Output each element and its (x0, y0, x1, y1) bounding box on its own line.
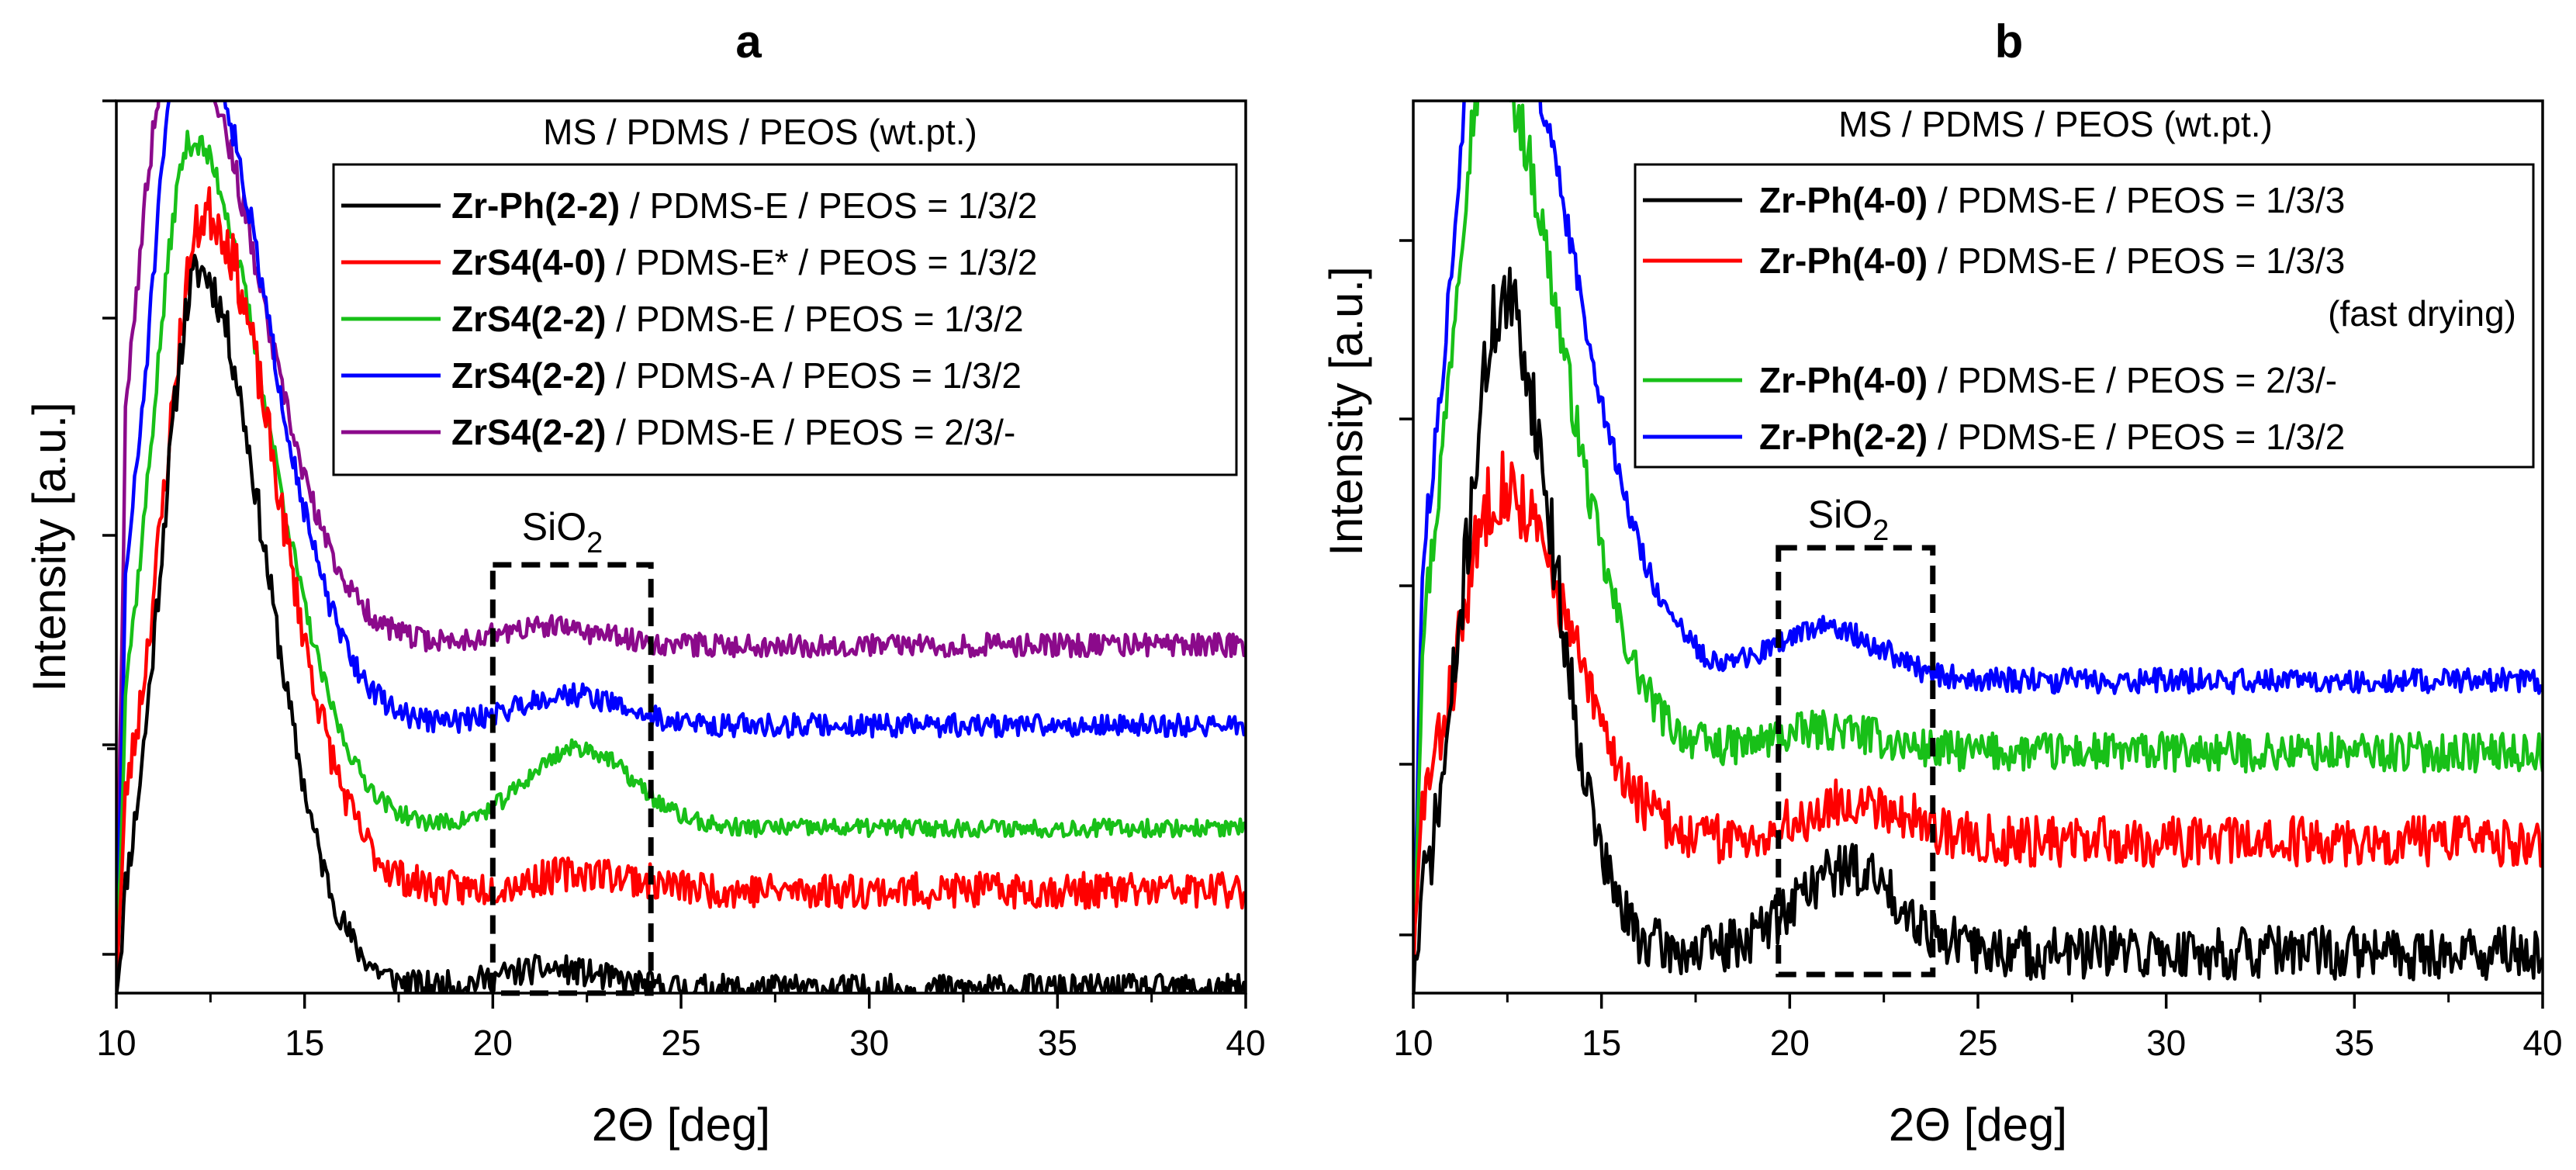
panel-b-sio2-label: SiO2 (1808, 493, 1890, 547)
legend-text: ZrS4(2-2) / PDMS-E / PEOS = 2/3/- (451, 412, 1015, 452)
x-tick-label: 20 (1770, 1023, 1810, 1063)
legend-bold: Zr-Ph(4-0) (1759, 241, 1928, 281)
series-line (1413, 266, 2543, 993)
x-tick-label: 35 (2335, 1023, 2374, 1063)
panel-a-sio2-box (489, 562, 654, 996)
panel-b-legend-title: MS / PDMS / PEOS (wt.pt.) (1838, 104, 2273, 144)
x-tick-label: 15 (285, 1023, 324, 1063)
panel-b: b 10 15 20 25 30 35 40 2Θ [deg] Intensity [a.u… (1320, 16, 2563, 1151)
legend-bold: ZrS4(2-2) (451, 299, 606, 339)
legend-bold: ZrS4(2-2) (451, 355, 606, 396)
series-line (116, 101, 1246, 949)
legend-item: Zr-Ph(4-0) / PDMS-E / PEOS = 1/3/3 (1643, 180, 2345, 220)
panel-a-sio2-label-sub: 2 (586, 527, 603, 559)
x-tick-label: 25 (1958, 1023, 1997, 1063)
panel-a-x-label: 2Θ [deg] (592, 1099, 770, 1151)
panel-b-sio2-box (1776, 545, 1936, 978)
legend-item: Zr-Ph(2-2) / PDMS-E / PEOS = 1/3/2 (341, 185, 1037, 226)
panel-b-sio2-label-sub: 2 (1872, 514, 1889, 547)
panel-a-legend: Zr-Ph(2-2) / PDMS-E / PEOS = 1/3/2 ZrS4(… (341, 185, 1037, 452)
legend-item: Zr-Ph(4-0) / PDMS-E / PEOS = 1/3/3 (fast… (1643, 241, 2516, 334)
panel-a-x-axis: 10 15 20 25 30 35 40 (96, 993, 1266, 1063)
panel-a: a 10 15 20 25 30 35 40 2Θ [deg] Intensity [a.u… (23, 16, 1266, 1151)
legend-bold: Zr-Ph(4-0) (1759, 180, 1928, 220)
legend-rest: / PDMS-E / PEOS = 2/3/- (1928, 360, 2337, 400)
legend-text: ZrS4(2-2) / PDMS-E / PEOS = 1/3/2 (451, 299, 1024, 339)
series-line (1413, 450, 2543, 990)
panel-b-sio2-label-main: SiO (1808, 493, 1872, 536)
x-tick-label: 30 (849, 1023, 889, 1063)
legend-rest: / PDMS-E* / PEOS = 1/3/2 (606, 242, 1037, 282)
legend-rest: / PDMS-E / PEOS = 1/3/2 (606, 299, 1023, 339)
legend-text: Zr-Ph(4-0) / PDMS-E / PEOS = 1/3/3 (1759, 241, 2345, 281)
series-line (116, 101, 1246, 964)
x-tick-label: 35 (1038, 1023, 1077, 1063)
legend-item: ZrS4(2-2) / PDMS-E / PEOS = 1/3/2 (341, 299, 1024, 339)
series-line (1413, 101, 2543, 974)
legend-item: ZrS4(4-0) / PDMS-E* / PEOS = 1/3/2 (341, 242, 1037, 282)
legend-rest: / PDMS-E / PEOS = 1/3/2 (620, 185, 1037, 226)
legend-bold: Zr-Ph(2-2) (1759, 417, 1928, 457)
x-tick-label: 10 (96, 1023, 136, 1063)
panel-a-y-axis (102, 99, 116, 956)
legend-text: Zr-Ph(4-0) / PDMS-E / PEOS = 1/3/3 (1759, 180, 2345, 220)
panel-b-y-axis (1399, 239, 1413, 936)
panel-a-label: a (735, 16, 762, 68)
x-tick-label: 20 (473, 1023, 513, 1063)
legend-rest: / PDMS-E / PEOS = 1/3/2 (1928, 417, 2345, 457)
panel-a-legend-title: MS / PDMS / PEOS (wt.pt.) (543, 112, 977, 152)
legend-text: Zr-Ph(2-2) / PDMS-E / PEOS = 1/3/2 (1759, 417, 2345, 457)
panel-a-sio2-label-main: SiO (522, 505, 586, 549)
legend-item: Zr-Ph(4-0) / PDMS-E / PEOS = 2/3/- (1643, 360, 2337, 400)
panel-b-series-group (1413, 101, 2543, 993)
panel-b-legend: Zr-Ph(4-0) / PDMS-E / PEOS = 1/3/3 Zr-Ph… (1643, 180, 2516, 457)
panel-a-y-label: Intensity [a.u.] (23, 402, 75, 692)
legend-text: Zr-Ph(4-0) / PDMS-E / PEOS = 2/3/- (1759, 360, 2337, 400)
legend-item: Zr-Ph(2-2) / PDMS-E / PEOS = 1/3/2 (1643, 417, 2345, 457)
panel-a-sio2-label: SiO2 (522, 505, 603, 559)
panel-b-label: b (1995, 16, 2024, 68)
x-tick-label: 25 (661, 1023, 700, 1063)
panel-b-x-axis: 10 15 20 25 30 35 40 (1393, 993, 2563, 1063)
x-tick-label: 30 (2146, 1023, 2186, 1063)
legend-rest: / PDMS-E / PEOS = 1/3/3 (1928, 180, 2345, 220)
x-tick-label: 40 (2522, 1023, 2562, 1063)
panel-b-legend-box (1634, 163, 2535, 469)
series-line (116, 186, 1246, 988)
legend-rest: / PDMS-E / PEOS = 1/3/3 (1928, 241, 2345, 281)
x-tick-label: 10 (1393, 1023, 1433, 1063)
x-tick-label: 40 (1226, 1023, 1265, 1063)
legend-item: ZrS4(2-2) / PDMS-E / PEOS = 2/3/- (341, 412, 1015, 452)
legend-rest: / PDMS-E / PEOS = 2/3/- (606, 412, 1015, 452)
legend-note: (fast drying) (2328, 293, 2516, 334)
panel-b-x-label: 2Θ [deg] (1889, 1099, 2067, 1151)
legend-item: ZrS4(2-2) / PDMS-A / PEOS = 1/3/2 (341, 355, 1022, 396)
legend-text: ZrS4(4-0) / PDMS-E* / PEOS = 1/3/2 (451, 242, 1037, 282)
panel-b-y-label: Intensity [a.u.] (1320, 266, 1372, 556)
legend-bold: Zr-Ph(2-2) (451, 185, 620, 226)
series-line (116, 130, 1246, 974)
series-line (1413, 101, 2543, 962)
legend-text: ZrS4(2-2) / PDMS-A / PEOS = 1/3/2 (451, 355, 1022, 396)
panel-a-legend-box (332, 163, 1238, 476)
legend-rest: / PDMS-A / PEOS = 1/3/2 (606, 355, 1022, 396)
legend-text: Zr-Ph(2-2) / PDMS-E / PEOS = 1/3/2 (451, 185, 1037, 226)
legend-bold: ZrS4(4-0) (451, 242, 606, 282)
x-tick-label: 15 (1582, 1023, 1621, 1063)
legend-bold: ZrS4(2-2) (451, 412, 606, 452)
legend-bold: Zr-Ph(4-0) (1759, 360, 1928, 400)
